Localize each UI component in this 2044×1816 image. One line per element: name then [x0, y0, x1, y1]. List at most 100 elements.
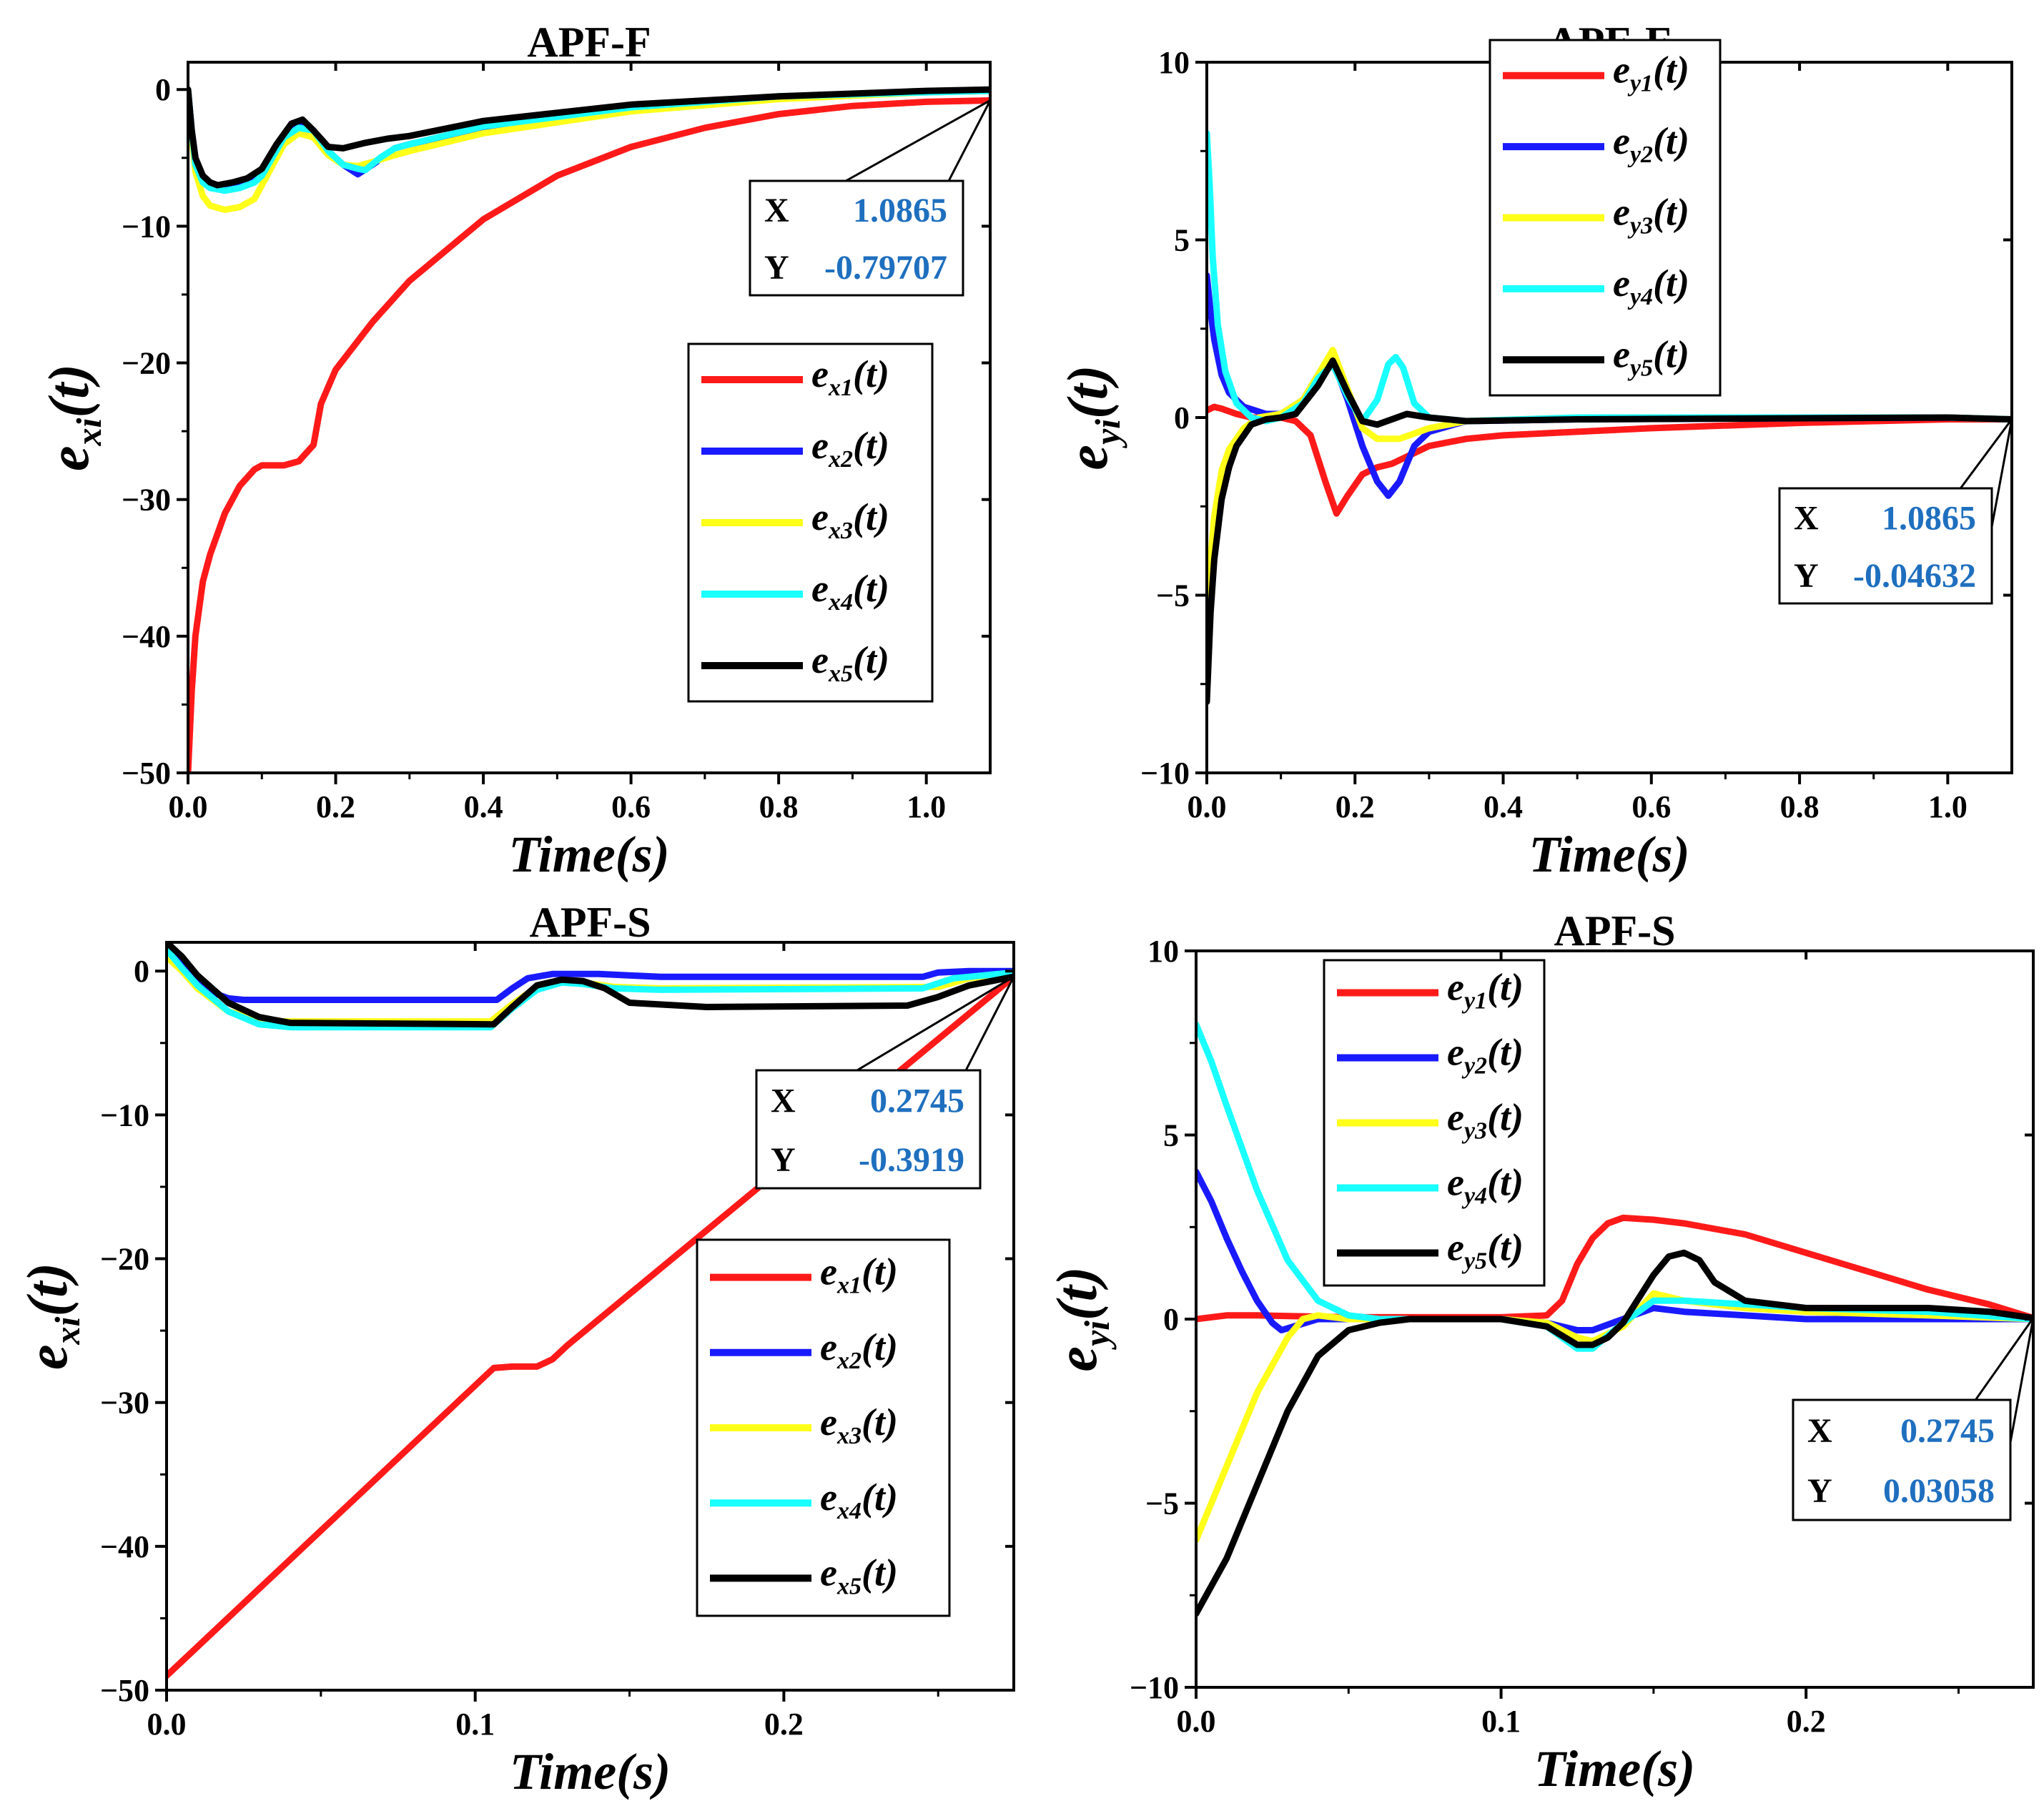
legend: ey1(t) ey2(t) ey3(t) ey4(t) ey5(t): [1488, 39, 1722, 397]
legend-label: ex1(t): [820, 1250, 898, 1299]
x-tick-label: 0.2: [316, 789, 355, 824]
y-tick-label: −40: [122, 619, 171, 654]
x-tick-label: 0.2: [764, 1707, 804, 1742]
x-tick-label: 0.0: [169, 789, 208, 824]
x-tick-label: 0.1: [455, 1707, 495, 1742]
y-tick-label: 0: [1174, 400, 1190, 435]
y-axis-label: eyi(t): [1057, 365, 1127, 470]
y-tick-label: −30: [100, 1386, 149, 1421]
legend-label: ex2(t): [820, 1326, 898, 1374]
datatip-y-value: -0.3919: [859, 1141, 964, 1179]
x-tick-label: 0.0: [1188, 789, 1227, 824]
y-tick-label: 10: [1158, 45, 1190, 80]
legend-label: ey4(t): [1447, 1161, 1524, 1210]
legend: ex1(t) ex2(t) ex3(t) ex4(t) ex5(t): [687, 342, 934, 703]
legend-label: ex4(t): [811, 567, 889, 616]
datatip: X 1.0865 Y -0.04632: [1778, 418, 2013, 605]
datatip-pointer: [845, 99, 991, 182]
datatip-y-key: Y: [771, 1141, 796, 1179]
y-tick-label: 5: [1174, 223, 1190, 258]
y-tick-label: −50: [122, 756, 171, 791]
datatip-x-value: 1.0865: [853, 192, 947, 230]
datatip-x-key: X: [771, 1082, 796, 1120]
chart-tl: APF-F 0.0 0.2 0.4 0.6 0.8 1.0 0 −10 −20 −30 −40 −50 T…: [38, 19, 992, 883]
y-axis-label: exi(t): [16, 1263, 87, 1370]
datatip-y-key: Y: [764, 249, 789, 287]
datatip-box: [755, 1069, 982, 1190]
x-axis-label: Time(s): [508, 826, 669, 883]
y-tick-label: −20: [122, 346, 171, 381]
y-tick-label: −5: [1156, 578, 1190, 613]
datatip: X 0.2745 Y -0.3919: [755, 975, 1015, 1190]
legend-label: ey3(t): [1613, 191, 1689, 240]
chart-br: APF-S 0.0 0.1 0.2 10 5 0 −5 −10 Time(s) eyi(t) ey1(…: [1046, 907, 2035, 1797]
datatip-y-key: Y: [1807, 1472, 1832, 1510]
legend-label: ey2(t): [1447, 1031, 1524, 1080]
series-group: [188, 86, 990, 773]
legend: ex1(t) ex2(t) ex3(t) ex4(t) ex5(t): [696, 1238, 951, 1617]
legend-label: ex1(t): [811, 352, 889, 401]
series-line-4: [1196, 1021, 2033, 1352]
legend-label: ex2(t): [811, 424, 889, 473]
x-axis-label: Time(s): [1529, 826, 1689, 883]
plot-frame: [165, 941, 1015, 1692]
datatip-x-value: 0.2745: [870, 1082, 964, 1120]
y-tick-label: −20: [100, 1242, 149, 1277]
x-tick-label: 0.4: [1483, 789, 1523, 824]
series-group: [167, 942, 1014, 1679]
datatip-x-key: X: [764, 192, 789, 230]
legend-label: ey5(t): [1447, 1226, 1524, 1275]
datatip-x-value: 1.0865: [1882, 499, 1976, 537]
y-tick-label: −40: [100, 1529, 149, 1564]
x-tick-label: 0.2: [1335, 789, 1375, 824]
x-axis-label: Time(s): [1534, 1740, 1695, 1797]
series-line-3: [188, 86, 990, 213]
datatip-y-value: -0.79707: [824, 249, 947, 287]
datatip: X 1.0865 Y -0.79707: [749, 99, 992, 297]
x-tick-label: 0.0: [1177, 1704, 1216, 1739]
y-tick-label: −10: [1140, 756, 1190, 791]
y-tick-label: 5: [1163, 1118, 1179, 1153]
chart-title: APF-S: [530, 899, 651, 946]
series-line-5: [188, 86, 990, 189]
y-tick-label: 0: [1163, 1302, 1179, 1337]
legend-label: ey1(t): [1447, 966, 1524, 1015]
x-tick-label: 0.0: [147, 1707, 187, 1742]
legend-box: [1488, 39, 1722, 397]
datatip-pointer: [964, 976, 1015, 1071]
x-tick-label: 0.8: [759, 789, 799, 824]
series-line-5: [1196, 1249, 2033, 1617]
legend-label: ey2(t): [1613, 119, 1689, 168]
legend-label: ey5(t): [1613, 332, 1689, 381]
legend: ey1(t) ey2(t) ey3(t) ey4(t) ey5(t): [1323, 959, 1546, 1287]
chart-tr: APF-F0.00.20.40.60.81.01050−5−10Time(s)e…: [1057, 19, 2013, 883]
datatip-x-key: X: [1807, 1412, 1832, 1450]
datatip-pointer: [856, 975, 1014, 1072]
datatip-box: [1792, 1398, 2012, 1521]
datatip-y-value: -0.04632: [1853, 557, 1976, 595]
y-tick-label: −10: [122, 209, 171, 244]
y-tick-label: 10: [1147, 934, 1179, 969]
x-tick-label: 0.8: [1780, 789, 1820, 824]
legend-label: ex5(t): [811, 638, 889, 687]
x-axis-label: Time(s): [510, 1743, 671, 1800]
datatip-pointer: [947, 99, 992, 182]
x-tick-label: 0.1: [1481, 1704, 1521, 1739]
x-tick-label: 0.4: [464, 789, 503, 824]
y-tick-label: −10: [1130, 1670, 1179, 1705]
legend-label: ex3(t): [811, 495, 889, 544]
legend-label: ex4(t): [820, 1476, 898, 1524]
datatip-y-key: Y: [1794, 557, 1819, 595]
datatip-box: [1778, 487, 1993, 605]
y-tick-label: −50: [100, 1673, 149, 1708]
y-tick-label: −5: [1145, 1486, 1179, 1521]
x-tick-label: 1.0: [1928, 789, 1968, 824]
series-line-4: [167, 946, 1014, 1031]
series-line-1: [167, 973, 1014, 1679]
chart-title: APF-S: [1554, 907, 1676, 954]
legend-label: ex5(t): [820, 1551, 898, 1599]
y-tick-label: 0: [155, 72, 171, 107]
chart-bl: APF-S 0.0 0.1 0.2 0 −10 −20 −30 −40 −50 Time(s) exi…: [16, 899, 1015, 1800]
y-axis-label: exi(t): [38, 364, 109, 471]
